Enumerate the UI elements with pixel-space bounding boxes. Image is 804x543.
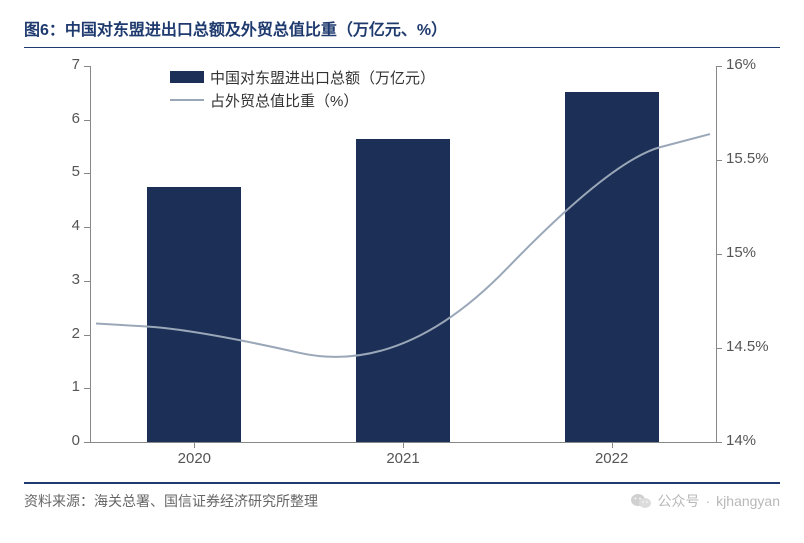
legend-item-bar: 中国对东盟进出口总额（万亿元）	[170, 66, 435, 88]
legend-bar-label: 中国对东盟进出口总额（万亿元）	[210, 67, 435, 88]
title-row: 图6：中国对东盟进出口总额及外贸总值比重（万亿元、%）	[24, 16, 780, 48]
legend-item-line: 占外贸总值比重（%）	[170, 89, 435, 111]
dot-sep: ·	[706, 493, 711, 509]
legend-line-label: 占外贸总值比重（%）	[210, 90, 358, 111]
wechat-badge: 公众号 · kjhangyan	[630, 491, 781, 511]
wechat-prefix: 公众号	[658, 491, 700, 511]
legend: 中国对东盟进出口总额（万亿元） 占外贸总值比重（%）	[170, 66, 435, 112]
legend-swatch-bar	[170, 71, 204, 83]
wechat-icon	[630, 492, 652, 510]
wechat-account: kjhangyan	[716, 493, 780, 509]
chart-area: 0123456714%14.5%15%15.5%16%202020212022 …	[32, 56, 772, 476]
source-text: 资料来源：海关总署、国信证券经济研究所整理	[24, 491, 318, 511]
line-series	[32, 56, 772, 476]
legend-swatch-line	[170, 99, 204, 101]
footer: 资料来源：海关总署、国信证券经济研究所整理 公众号 · kjhangyan	[24, 482, 780, 511]
chart-title: 图6：中国对东盟进出口总额及外贸总值比重（万亿元、%）	[24, 22, 447, 39]
